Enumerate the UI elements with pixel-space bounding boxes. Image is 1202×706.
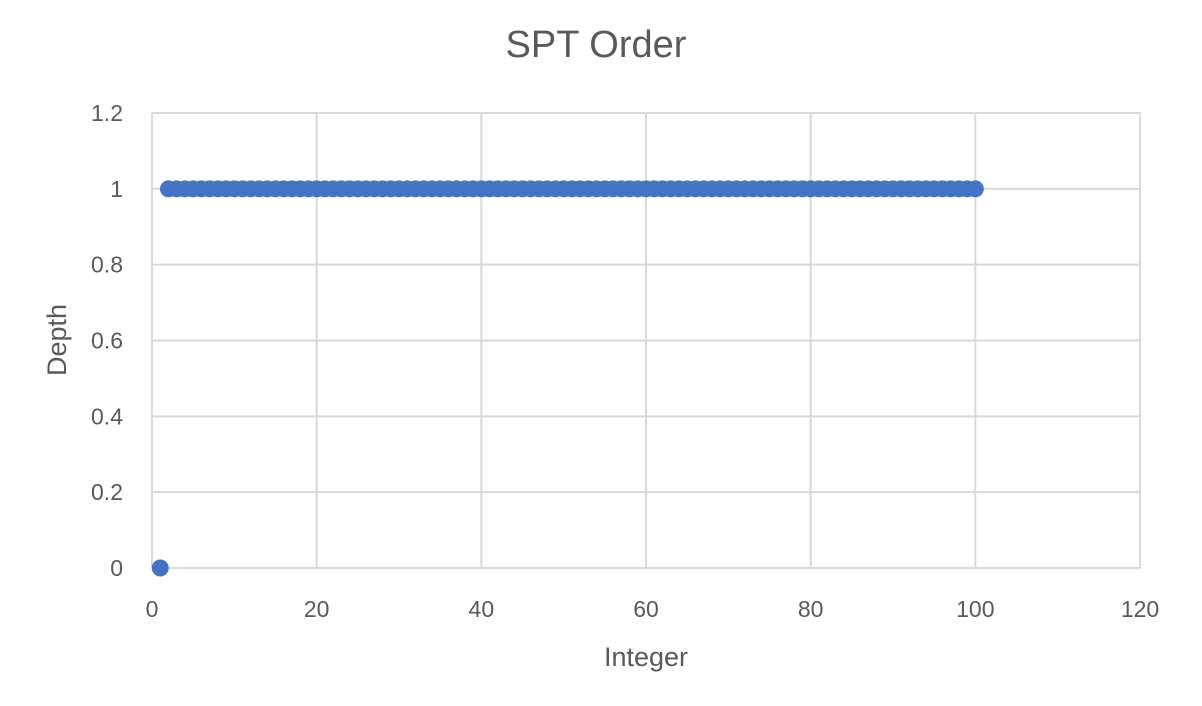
x-tick-label: 0 [146, 596, 159, 622]
data-points [151, 180, 984, 577]
y-tick-label: 1 [110, 176, 123, 202]
y-tick-label: 0.2 [91, 479, 123, 505]
data-point [151, 559, 169, 577]
x-axis-title: Integer [604, 642, 688, 672]
x-tick-label: 80 [798, 596, 824, 622]
x-tick-label: 60 [633, 596, 659, 622]
y-tick-label: 0 [110, 555, 123, 581]
y-tick-label: 0.4 [91, 403, 123, 429]
x-tick-label: 40 [469, 596, 495, 622]
x-tick-label: 20 [304, 596, 330, 622]
y-axis-title: Depth [42, 304, 72, 376]
x-axis-ticks: 0 20 40 60 80 100 120 [146, 596, 1160, 622]
x-tick-label: 100 [956, 596, 994, 622]
x-tick-label: 120 [1121, 596, 1159, 622]
y-axis-ticks: 0 0.2 0.4 0.6 0.8 1 1.2 [91, 100, 123, 581]
data-point [966, 180, 984, 198]
y-tick-label: 1.2 [91, 100, 123, 126]
chart-title: SPT Order [506, 24, 687, 66]
y-tick-label: 0.8 [91, 252, 123, 278]
y-tick-label: 0.6 [91, 328, 123, 354]
